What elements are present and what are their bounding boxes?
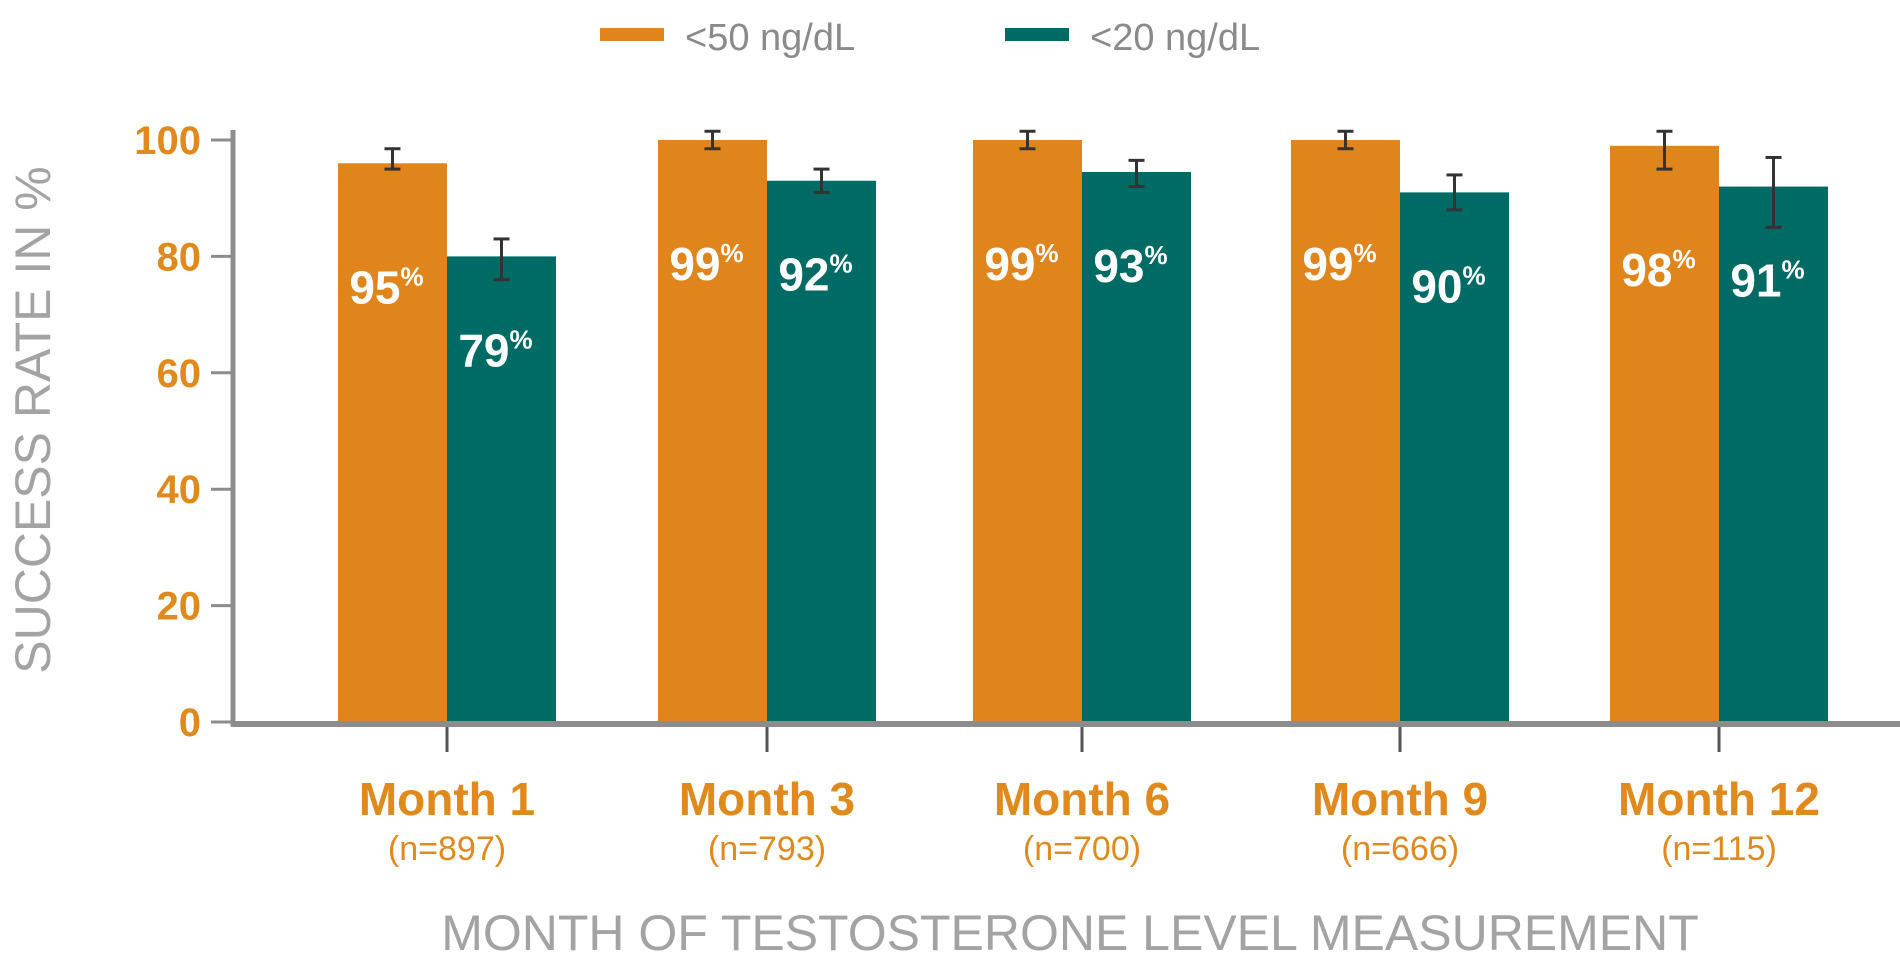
legend-swatch-series-1 [600, 28, 664, 41]
legend: <50 ng/dL <20 ng/dL [600, 17, 1260, 59]
error-bar [704, 129, 721, 151]
x-tick-sublabel: (n=897) [388, 830, 506, 868]
y-tick-label: 40 [157, 468, 202, 512]
bar [338, 163, 447, 722]
bar [1719, 186, 1828, 722]
legend-label-series-1: <50 ng/dL [685, 17, 855, 59]
legend-swatch-series-2 [1005, 28, 1069, 41]
bar [1400, 192, 1509, 722]
plot-area: 0 20 40 60 80 100 95% 79% Month 1 (n=897) 99% 92% Mo… [134, 119, 1900, 868]
data-label: 95% [349, 261, 423, 313]
bar [1082, 172, 1191, 722]
data-label: 79% [458, 324, 532, 376]
y-tick-label: 20 [157, 585, 202, 629]
y-tick-label: 100 [134, 119, 201, 163]
bar [767, 180, 876, 723]
data-label: 93% [1093, 240, 1167, 292]
bar [447, 256, 556, 722]
data-label: 98% [1621, 244, 1695, 296]
x-tick-label: Month 6 [994, 773, 1170, 825]
error-bar [1019, 129, 1036, 151]
x-tick-sublabel: (n=115) [1661, 830, 1777, 868]
data-label: 90% [1411, 260, 1485, 312]
x-tick-sublabel: (n=666) [1341, 830, 1459, 868]
x-axis-label: MONTH OF TESTOSTERONE LEVEL MEASUREMENT [441, 905, 1699, 961]
error-bar [1765, 155, 1782, 229]
x-tick-label: Month 1 [359, 773, 535, 825]
bar [1291, 140, 1400, 722]
bar [1610, 145, 1719, 722]
x-tick-label: Month 9 [1312, 773, 1488, 825]
y-axis-label: SUCCESS RATE IN % [5, 166, 61, 674]
bar [658, 140, 767, 722]
error-bar [1337, 129, 1354, 151]
data-label: 92% [778, 249, 852, 301]
error-bar [1446, 173, 1463, 212]
y-tick-label: 60 [157, 352, 202, 396]
data-label: 99% [984, 238, 1058, 290]
x-tick-sublabel: (n=793) [708, 830, 826, 868]
error-bar [384, 147, 401, 171]
data-label: 91% [1730, 255, 1804, 307]
legend-label-series-2: <20 ng/dL [1090, 17, 1260, 59]
bar [973, 140, 1082, 722]
error-bar [813, 167, 830, 194]
y-tick-label: 0 [179, 701, 201, 745]
error-bar [1128, 158, 1145, 189]
error-bar [1656, 129, 1673, 171]
x-tick-sublabel: (n=700) [1023, 830, 1141, 868]
x-tick-label: Month 3 [679, 773, 855, 825]
data-label: 99% [1302, 238, 1376, 290]
data-label: 99% [669, 238, 743, 290]
x-tick-label: Month 12 [1618, 773, 1820, 825]
y-tick-label: 80 [157, 235, 202, 279]
error-bar [493, 237, 510, 282]
